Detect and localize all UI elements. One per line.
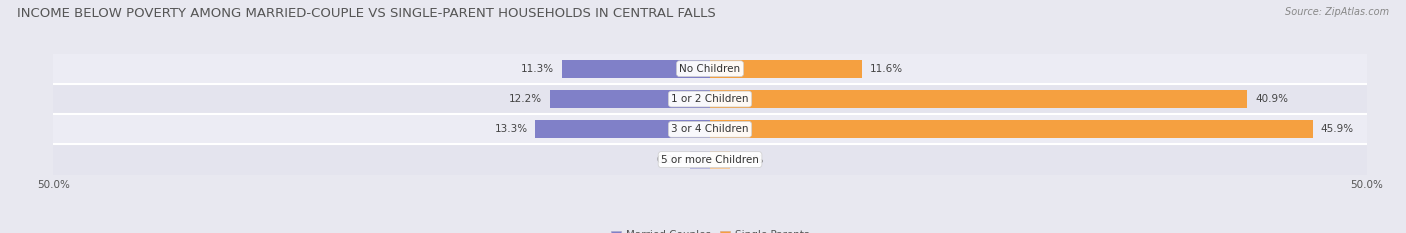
Bar bbox=[53, 54, 1367, 84]
Bar bbox=[710, 151, 730, 169]
Bar bbox=[53, 84, 1367, 114]
Text: 12.2%: 12.2% bbox=[509, 94, 541, 104]
Text: 5 or more Children: 5 or more Children bbox=[661, 155, 759, 164]
Bar bbox=[53, 114, 1367, 144]
Text: 1 or 2 Children: 1 or 2 Children bbox=[671, 94, 749, 104]
Bar bbox=[53, 144, 1367, 175]
Text: 11.3%: 11.3% bbox=[520, 64, 554, 74]
Text: 13.3%: 13.3% bbox=[495, 124, 527, 134]
Text: INCOME BELOW POVERTY AMONG MARRIED-COUPLE VS SINGLE-PARENT HOUSEHOLDS IN CENTRAL: INCOME BELOW POVERTY AMONG MARRIED-COUPL… bbox=[17, 7, 716, 20]
Text: No Children: No Children bbox=[679, 64, 741, 74]
Text: 40.9%: 40.9% bbox=[1256, 94, 1288, 104]
Bar bbox=[710, 60, 862, 78]
Bar bbox=[536, 120, 710, 138]
Text: Source: ZipAtlas.com: Source: ZipAtlas.com bbox=[1285, 7, 1389, 17]
Text: 45.9%: 45.9% bbox=[1320, 124, 1354, 134]
Bar bbox=[561, 60, 710, 78]
Bar bbox=[690, 151, 710, 169]
Text: 0.0%: 0.0% bbox=[657, 155, 682, 164]
Text: 11.6%: 11.6% bbox=[870, 64, 904, 74]
Text: 3 or 4 Children: 3 or 4 Children bbox=[671, 124, 749, 134]
Bar bbox=[710, 120, 1313, 138]
Text: 0.0%: 0.0% bbox=[738, 155, 763, 164]
Bar bbox=[550, 90, 710, 108]
Legend: Married Couples, Single Parents: Married Couples, Single Parents bbox=[606, 226, 814, 233]
Bar bbox=[710, 90, 1247, 108]
